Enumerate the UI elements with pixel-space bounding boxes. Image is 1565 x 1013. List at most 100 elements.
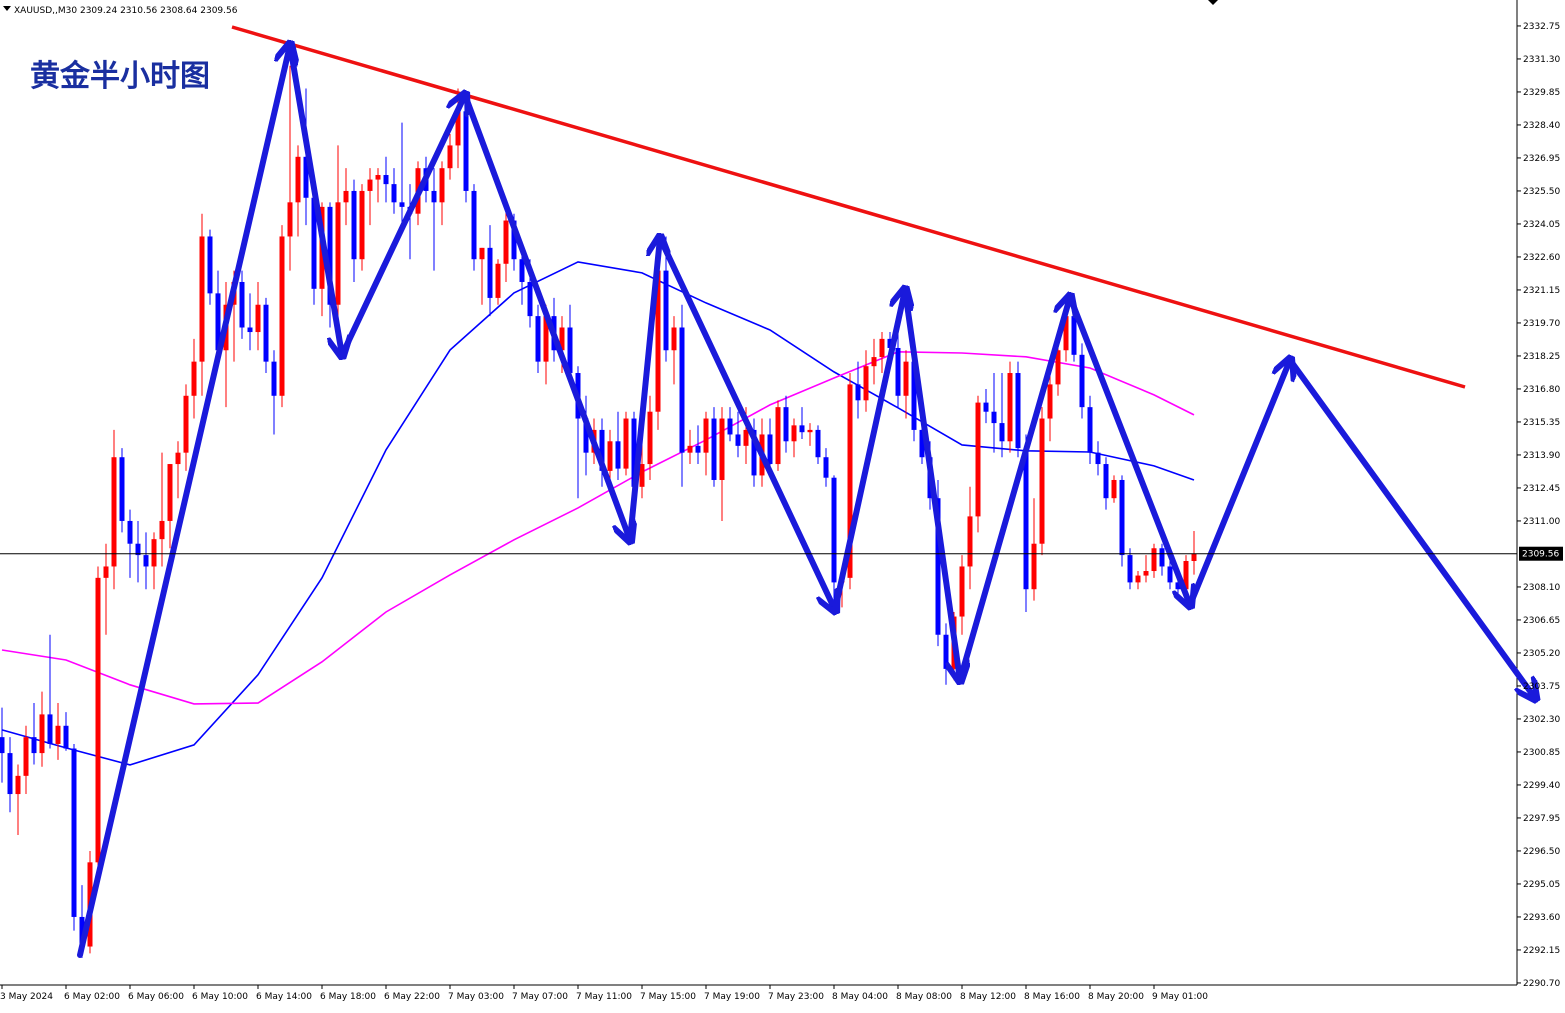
- candle-body: [703, 418, 709, 453]
- candle-body: [1127, 555, 1133, 583]
- candle-body: [991, 411, 997, 424]
- candle-body: [807, 429, 813, 433]
- candle-body: [31, 737, 37, 754]
- candle-body: [999, 423, 1005, 442]
- candle-body: [847, 384, 853, 578]
- y-tick-label: 2306.65: [1523, 616, 1560, 626]
- candle-body: [647, 411, 653, 465]
- candle-body: [119, 457, 125, 521]
- candle-body: [735, 434, 741, 446]
- candle-body: [487, 247, 493, 298]
- y-tick-label: 2293.60: [1523, 913, 1560, 923]
- candle-body: [695, 445, 701, 453]
- candle-body: [543, 316, 549, 362]
- candle-body: [919, 429, 925, 458]
- candle-body: [255, 304, 261, 333]
- candle-body: [303, 156, 309, 198]
- x-tick-label: 7 May 11:00: [576, 992, 632, 1002]
- y-tick-label: 2324.05: [1523, 220, 1560, 230]
- candle-body: [1103, 464, 1109, 499]
- candle-body: [743, 429, 749, 446]
- x-tick-label: 7 May 19:00: [704, 992, 760, 1002]
- candle-body: [151, 539, 157, 567]
- candle-body: [519, 259, 525, 282]
- candle-body: [903, 361, 909, 396]
- candle-body: [135, 543, 141, 556]
- y-tick-label: 2297.95: [1523, 814, 1560, 824]
- candle-body: [351, 190, 357, 260]
- candle-body: [895, 347, 901, 396]
- candle-body: [783, 407, 789, 442]
- y-tick-label: 2318.25: [1523, 352, 1560, 362]
- y-tick-label: 2312.45: [1523, 484, 1560, 494]
- plot-area: [0, 65, 1197, 958]
- candle-body: [791, 425, 797, 442]
- candle-body: [1159, 548, 1165, 567]
- x-tick-label: 7 May 03:00: [448, 992, 504, 1002]
- x-tick-label: 8 May 08:00: [896, 992, 952, 1002]
- x-tick-label: 6 May 02:00: [64, 992, 120, 1002]
- candle-body: [799, 425, 805, 433]
- candle-body: [143, 555, 149, 567]
- candle-body: [1007, 373, 1013, 442]
- candle-body: [879, 338, 885, 358]
- candle-body: [607, 441, 613, 471]
- candle-body: [863, 366, 869, 401]
- candle-body: [103, 566, 109, 578]
- candle-body: [671, 327, 677, 351]
- candle-body: [1031, 543, 1037, 590]
- candle-body: [455, 111, 461, 146]
- y-tick-label: 2321.15: [1523, 286, 1560, 296]
- candle-body: [815, 429, 821, 458]
- header-icon: [3, 6, 11, 11]
- candle-body: [511, 220, 517, 260]
- candle-body: [375, 175, 381, 180]
- candle-body: [95, 577, 101, 863]
- candle-body: [1095, 452, 1101, 465]
- candle-body: [191, 361, 197, 396]
- candle-body: [1191, 553, 1197, 562]
- candle-body: [719, 418, 725, 480]
- price-tag-label: 2309.56: [1522, 550, 1559, 560]
- candle-body: [263, 304, 269, 362]
- candle-body: [1055, 350, 1061, 385]
- candle-body: [247, 327, 253, 333]
- candle-body: [1023, 448, 1029, 590]
- candle-body: [335, 202, 341, 305]
- y-tick-label: 2311.00: [1523, 517, 1560, 527]
- candle-body: [71, 748, 77, 917]
- candle-body: [943, 634, 949, 669]
- y-tick-label: 2315.35: [1523, 418, 1560, 428]
- x-tick-label: 6 May 18:00: [320, 992, 376, 1002]
- x-tick-label: 8 May 16:00: [1024, 992, 1080, 1002]
- candle-body: [1063, 316, 1069, 351]
- y-tick-label: 2329.85: [1523, 88, 1560, 98]
- x-tick-label: 6 May 06:00: [128, 992, 184, 1002]
- candle-body: [495, 263, 501, 298]
- candle-body: [711, 418, 717, 480]
- candle-body: [935, 498, 941, 635]
- candle-body: [687, 445, 693, 453]
- y-tick-label: 2325.50: [1523, 187, 1560, 197]
- candle-body: [367, 179, 373, 191]
- candle-body: [775, 407, 781, 465]
- candle-body: [159, 520, 165, 540]
- candle-body: [279, 236, 285, 396]
- candle-body: [311, 197, 317, 289]
- y-tick-label: 2331.30: [1523, 55, 1560, 65]
- candle-body: [983, 402, 989, 412]
- candle-body: [343, 190, 349, 203]
- candle-body: [615, 441, 621, 469]
- x-tick-label: 7 May 15:00: [640, 992, 696, 1002]
- candle-body: [1015, 373, 1021, 449]
- trend-line: [231, 25, 1466, 389]
- candle-body: [887, 338, 893, 348]
- candle-body: [1071, 316, 1077, 355]
- moving-average: [1, 261, 1195, 766]
- candle-body: [0, 737, 5, 754]
- candle-body: [855, 384, 861, 401]
- candle-body: [399, 202, 405, 207]
- candle-body: [967, 516, 973, 567]
- candle-body: [15, 775, 21, 795]
